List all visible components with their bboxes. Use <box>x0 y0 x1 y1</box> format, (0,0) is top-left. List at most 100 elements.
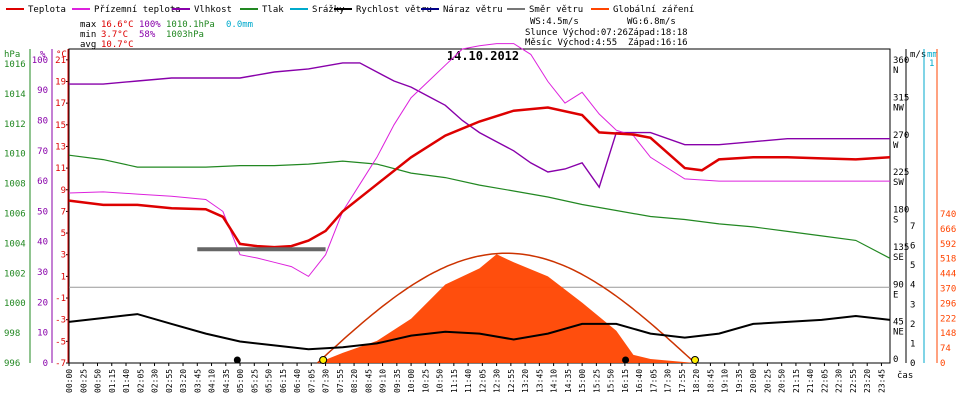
axis-ms-tick-5: 2 <box>910 320 915 330</box>
series-humidity-line <box>69 62 890 189</box>
x-tick-51: 21:15 <box>792 369 801 393</box>
x-tick-23: 09:35 <box>393 369 402 393</box>
legend-label-1: Přízemní teplota <box>94 5 181 15</box>
axis-dir-label-6: E <box>893 290 898 300</box>
axis-hpa-tick-8: 1000 <box>4 299 26 309</box>
legend-label-0: Teplota <box>28 5 66 15</box>
axis-hpa-tick-10: 996 <box>4 359 20 369</box>
axis-dir-label-3: SW <box>893 178 904 188</box>
axis-hpa-tick-0: 1016 <box>4 60 26 70</box>
x-tick-30: 12:30 <box>493 369 502 393</box>
series-temperature-line <box>68 106 891 249</box>
stat-max-press: 1010.1hPa <box>166 20 215 30</box>
x-tick-33: 13:45 <box>535 369 544 393</box>
legend-label-2: Vlhkost <box>194 5 232 15</box>
axis-deg-unit: °C <box>56 50 67 60</box>
x-tick-43: 17:55 <box>678 369 687 393</box>
x-tick-1: 00:25 <box>79 369 88 393</box>
axis-pct-tick-2: 80 <box>37 116 48 126</box>
axis-dir-tick-1: 315 <box>893 93 909 103</box>
axis-deg-tick-9: 3 <box>61 251 66 261</box>
x-tick-14: 05:50 <box>265 369 274 393</box>
info-moonset: Západ:16:16 <box>628 38 688 48</box>
axis-ms-tick-1: 6 <box>910 242 915 252</box>
axis-deg-tick-3: 15 <box>55 121 66 131</box>
x-tick-34: 14:10 <box>550 369 559 393</box>
axis-dir-tick-8: 0 <box>893 355 898 365</box>
x-tick-46: 19:10 <box>721 369 730 393</box>
x-tick-55: 22:55 <box>849 369 858 393</box>
x-tick-40: 16:40 <box>635 369 644 393</box>
axis-dir-tick-0: 360 <box>893 56 909 66</box>
axis-ms-tick-2: 5 <box>910 261 915 271</box>
axis-deg-tick-14: -7 <box>55 359 66 369</box>
info-moonrise: Měsíc Východ:4:55 <box>525 38 617 48</box>
x-tick-22: 09:10 <box>379 369 388 393</box>
axis-deg-tick-6: 9 <box>61 186 66 196</box>
axis-deg-tick-12: -3 <box>55 316 66 326</box>
x-tick-19: 07:55 <box>336 369 345 393</box>
axis-pct-tick-0: 100 <box>32 56 48 66</box>
axis-mm-unit: mm <box>927 50 938 60</box>
axis-dir-tick-2: 270 <box>893 131 909 141</box>
stat-min-temp: 3.7°C <box>101 30 128 40</box>
x-tick-29: 12:05 <box>478 369 487 393</box>
axis-deg-tick-1: 19 <box>55 77 66 87</box>
legend-label-8: Globální záření <box>613 5 694 15</box>
series-ground-temp-line <box>68 43 890 278</box>
axis-pct-tick-5: 50 <box>37 207 48 217</box>
x-tick-18: 07:30 <box>322 369 331 393</box>
axis-deg-tick-8: 5 <box>61 229 66 239</box>
x-tick-8: 03:20 <box>179 369 188 393</box>
series-wind-speed-line <box>68 313 891 351</box>
x-tick-54: 22:30 <box>835 369 844 393</box>
x-tick-17: 07:05 <box>307 369 316 393</box>
axis-wm2-tick-0: 740 <box>940 210 956 220</box>
x-tick-4: 01:40 <box>122 369 131 393</box>
x-tick-56: 23:20 <box>863 369 872 393</box>
axis-hpa-tick-4: 1008 <box>4 180 26 190</box>
axis-wm2-tick-7: 222 <box>940 314 956 324</box>
stat-min-press: 1003hPa <box>166 30 204 40</box>
x-tick-12: 05:00 <box>236 369 245 393</box>
axis-hpa-tick-9: 998 <box>4 329 20 339</box>
info-ws: WS:4.5m/s <box>530 17 579 27</box>
axis-dir-label-1: NW <box>893 103 904 113</box>
axis-dir-tick-6: 90 <box>893 280 904 290</box>
axis-dir-tick-5: 135 <box>893 243 909 253</box>
x-tick-26: 10:50 <box>436 369 445 393</box>
moon-marker-0 <box>233 356 241 364</box>
axis-ms-tick-0: 7 <box>910 222 915 232</box>
x-tick-2: 00:50 <box>94 369 103 393</box>
axis-pct-tick-10: 0 <box>43 359 48 369</box>
x-tick-24: 10:00 <box>407 369 416 393</box>
axis-dir-unit: m/s <box>910 50 926 60</box>
axis-mm-tick-0: 1 <box>929 59 934 69</box>
x-tick-47: 19:35 <box>735 369 744 393</box>
info-sunset: Západ:18:18 <box>628 28 688 38</box>
stat-max-hum: 100% <box>139 20 161 30</box>
x-tick-10: 04:10 <box>208 369 217 393</box>
series-radiation-max-arc <box>316 252 695 364</box>
x-tick-38: 15:50 <box>607 369 616 393</box>
stat-avg-temp: 10.7°C <box>101 40 134 50</box>
axis-dir-label-4: S <box>893 216 898 226</box>
x-tick-50: 20:50 <box>778 369 787 393</box>
x-tick-42: 17:30 <box>664 369 673 393</box>
axis-wm2-tick-4: 444 <box>940 270 956 280</box>
axis-dir-tick-3: 225 <box>893 168 909 178</box>
axis-hpa-tick-3: 1010 <box>4 150 26 160</box>
x-tick-53: 22:05 <box>820 369 829 393</box>
axis-wm2-tick-8: 148 <box>940 329 956 339</box>
axis-wm2-tick-1: 666 <box>940 225 956 235</box>
axis-pct-tick-6: 40 <box>37 238 48 248</box>
x-tick-28: 11:40 <box>464 369 473 393</box>
axis-ms-tick-3: 4 <box>910 281 915 291</box>
axis-deg-tick-2: 17 <box>55 99 66 109</box>
stat-min-label: min <box>80 30 96 40</box>
x-tick-7: 02:55 <box>165 369 174 393</box>
sun-marker-0 <box>319 356 328 364</box>
x-tick-11: 04:35 <box>222 369 231 393</box>
